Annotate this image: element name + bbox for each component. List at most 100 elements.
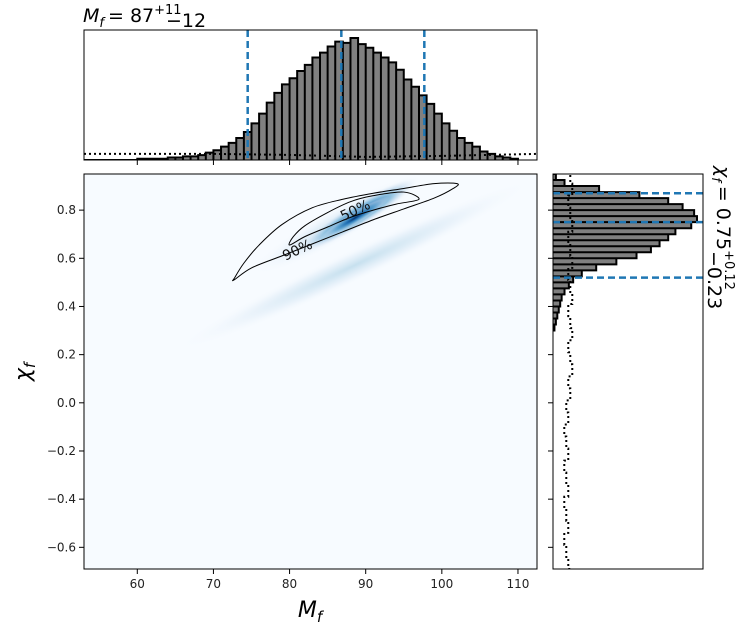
top-histogram-outline (84, 37, 519, 160)
density-halo (175, 179, 534, 352)
mf-upper-error: +11 (154, 3, 181, 18)
top-hist-bar (388, 62, 397, 160)
side-hist-bar (553, 210, 695, 217)
y-tick-label: −0.4 (47, 492, 76, 506)
side-hist-bar (553, 294, 562, 301)
top-hist-bar (198, 155, 207, 160)
side-hist-bar (553, 252, 637, 259)
top-hist-bar (205, 152, 214, 160)
top-hist-bar (335, 41, 344, 160)
top-hist-bar (441, 123, 450, 160)
x-tick-label: 90 (358, 577, 373, 591)
x-axis-symbol: M (298, 598, 317, 623)
side-hist-bar (553, 174, 556, 181)
side-hist-bar (553, 306, 559, 313)
chi-subscript: f (708, 177, 723, 184)
x-axis-subscript: f (317, 608, 325, 626)
contour-50-line (288, 191, 420, 246)
top-hist-bar (449, 130, 458, 160)
top-hist-bar (479, 151, 488, 160)
top-hist-bar (281, 84, 290, 160)
chi-estimate-title: χf = 0.75+0.12 (708, 165, 736, 290)
side-hist-bar (553, 282, 569, 289)
top-hist-bar (342, 42, 351, 160)
y-tick-label: 0.4 (57, 299, 76, 313)
top-hist-bar (251, 123, 260, 160)
chi-symbol: χ (712, 165, 734, 178)
mf-lower-error: −12 (166, 10, 206, 32)
side-hist-bar (553, 300, 561, 307)
top-hist-bar (358, 44, 367, 160)
mf-value: = 87 (108, 5, 154, 27)
side-hist-bar (553, 216, 697, 223)
top-hist-bar (274, 92, 283, 160)
top-hist-bar (464, 142, 473, 160)
x-tick-label: 60 (130, 577, 145, 591)
y-tick-label: −0.6 (47, 540, 76, 554)
y-axis-subscript: f (21, 360, 39, 368)
y-tick-label: −0.2 (47, 444, 76, 458)
top-hist-bar (312, 57, 321, 160)
x-tick-label: 70 (206, 577, 221, 591)
top-hist-bar (434, 113, 443, 160)
y-tick-label: 0.2 (57, 348, 76, 362)
side-histogram-outline (553, 174, 698, 332)
top-hist-bar (495, 156, 504, 160)
top-hist-bar (297, 70, 306, 160)
side-hist-bar (553, 258, 617, 265)
side-hist-bar (553, 204, 683, 211)
top-histogram (83, 29, 538, 165)
mf-subscript: f (99, 16, 106, 31)
top-hist-bar (228, 142, 237, 160)
side-hist-bar (553, 312, 558, 319)
side-hist-bar (553, 222, 692, 229)
chi-upper-error: +0.12 (721, 250, 736, 290)
side-hist-bar (553, 198, 669, 205)
top-hist-bar (167, 157, 176, 160)
chi-lower-error: −0.23 (703, 251, 725, 309)
density-peak (320, 196, 390, 240)
top-hist-bar (304, 64, 313, 160)
top-hist-bar (190, 156, 199, 160)
x-tick-label: 100 (430, 577, 453, 591)
top-hist-bar (487, 153, 496, 160)
top-hist-bar (236, 138, 245, 160)
top-hist-bar (259, 113, 268, 160)
top-hist-bar (213, 150, 222, 160)
top-hist-bar (472, 146, 481, 160)
side-hist-bar (553, 240, 660, 247)
top-hist-bar (175, 157, 184, 160)
top-hist-bar (426, 103, 435, 160)
x-tick-label: 80 (282, 577, 297, 591)
y-tick-label: 0.6 (57, 251, 76, 265)
top-hist-bar (396, 69, 405, 160)
side-hist-bar (553, 180, 565, 187)
main-density-panel: 90% 50% 60 70 80 90 100 110 −0.6−0.4−0.20.00.… (47, 173, 538, 591)
top-hist-bar (266, 102, 275, 160)
mf-symbol: M (83, 5, 99, 27)
y-axis-title: χf (11, 360, 39, 382)
chi-value: = 0.75 (712, 186, 734, 250)
side-hist-bar (553, 228, 676, 235)
top-hist-bar (457, 138, 466, 160)
side-hist-bar (553, 186, 600, 193)
top-hist-bar (418, 95, 428, 160)
side-hist-bar (553, 264, 597, 271)
y-tick-label: 0.8 (57, 203, 76, 217)
side-hist-bar (553, 192, 640, 199)
side-hist-bar (553, 234, 669, 241)
top-hist-bar (502, 157, 511, 160)
top-hist-bar (350, 38, 359, 160)
side-hist-bar (553, 288, 565, 295)
side-hist-bar (553, 276, 574, 283)
top-hist-bar (182, 156, 191, 160)
side-hist-bar (553, 318, 556, 325)
x-tick-label: 110 (507, 577, 530, 591)
side-hist-bar (553, 246, 651, 253)
top-hist-bar (380, 57, 389, 160)
top-hist-bar (365, 47, 374, 160)
contour-90-line (232, 182, 459, 282)
top-hist-bar (327, 46, 336, 160)
top-hist-bar (411, 86, 420, 160)
